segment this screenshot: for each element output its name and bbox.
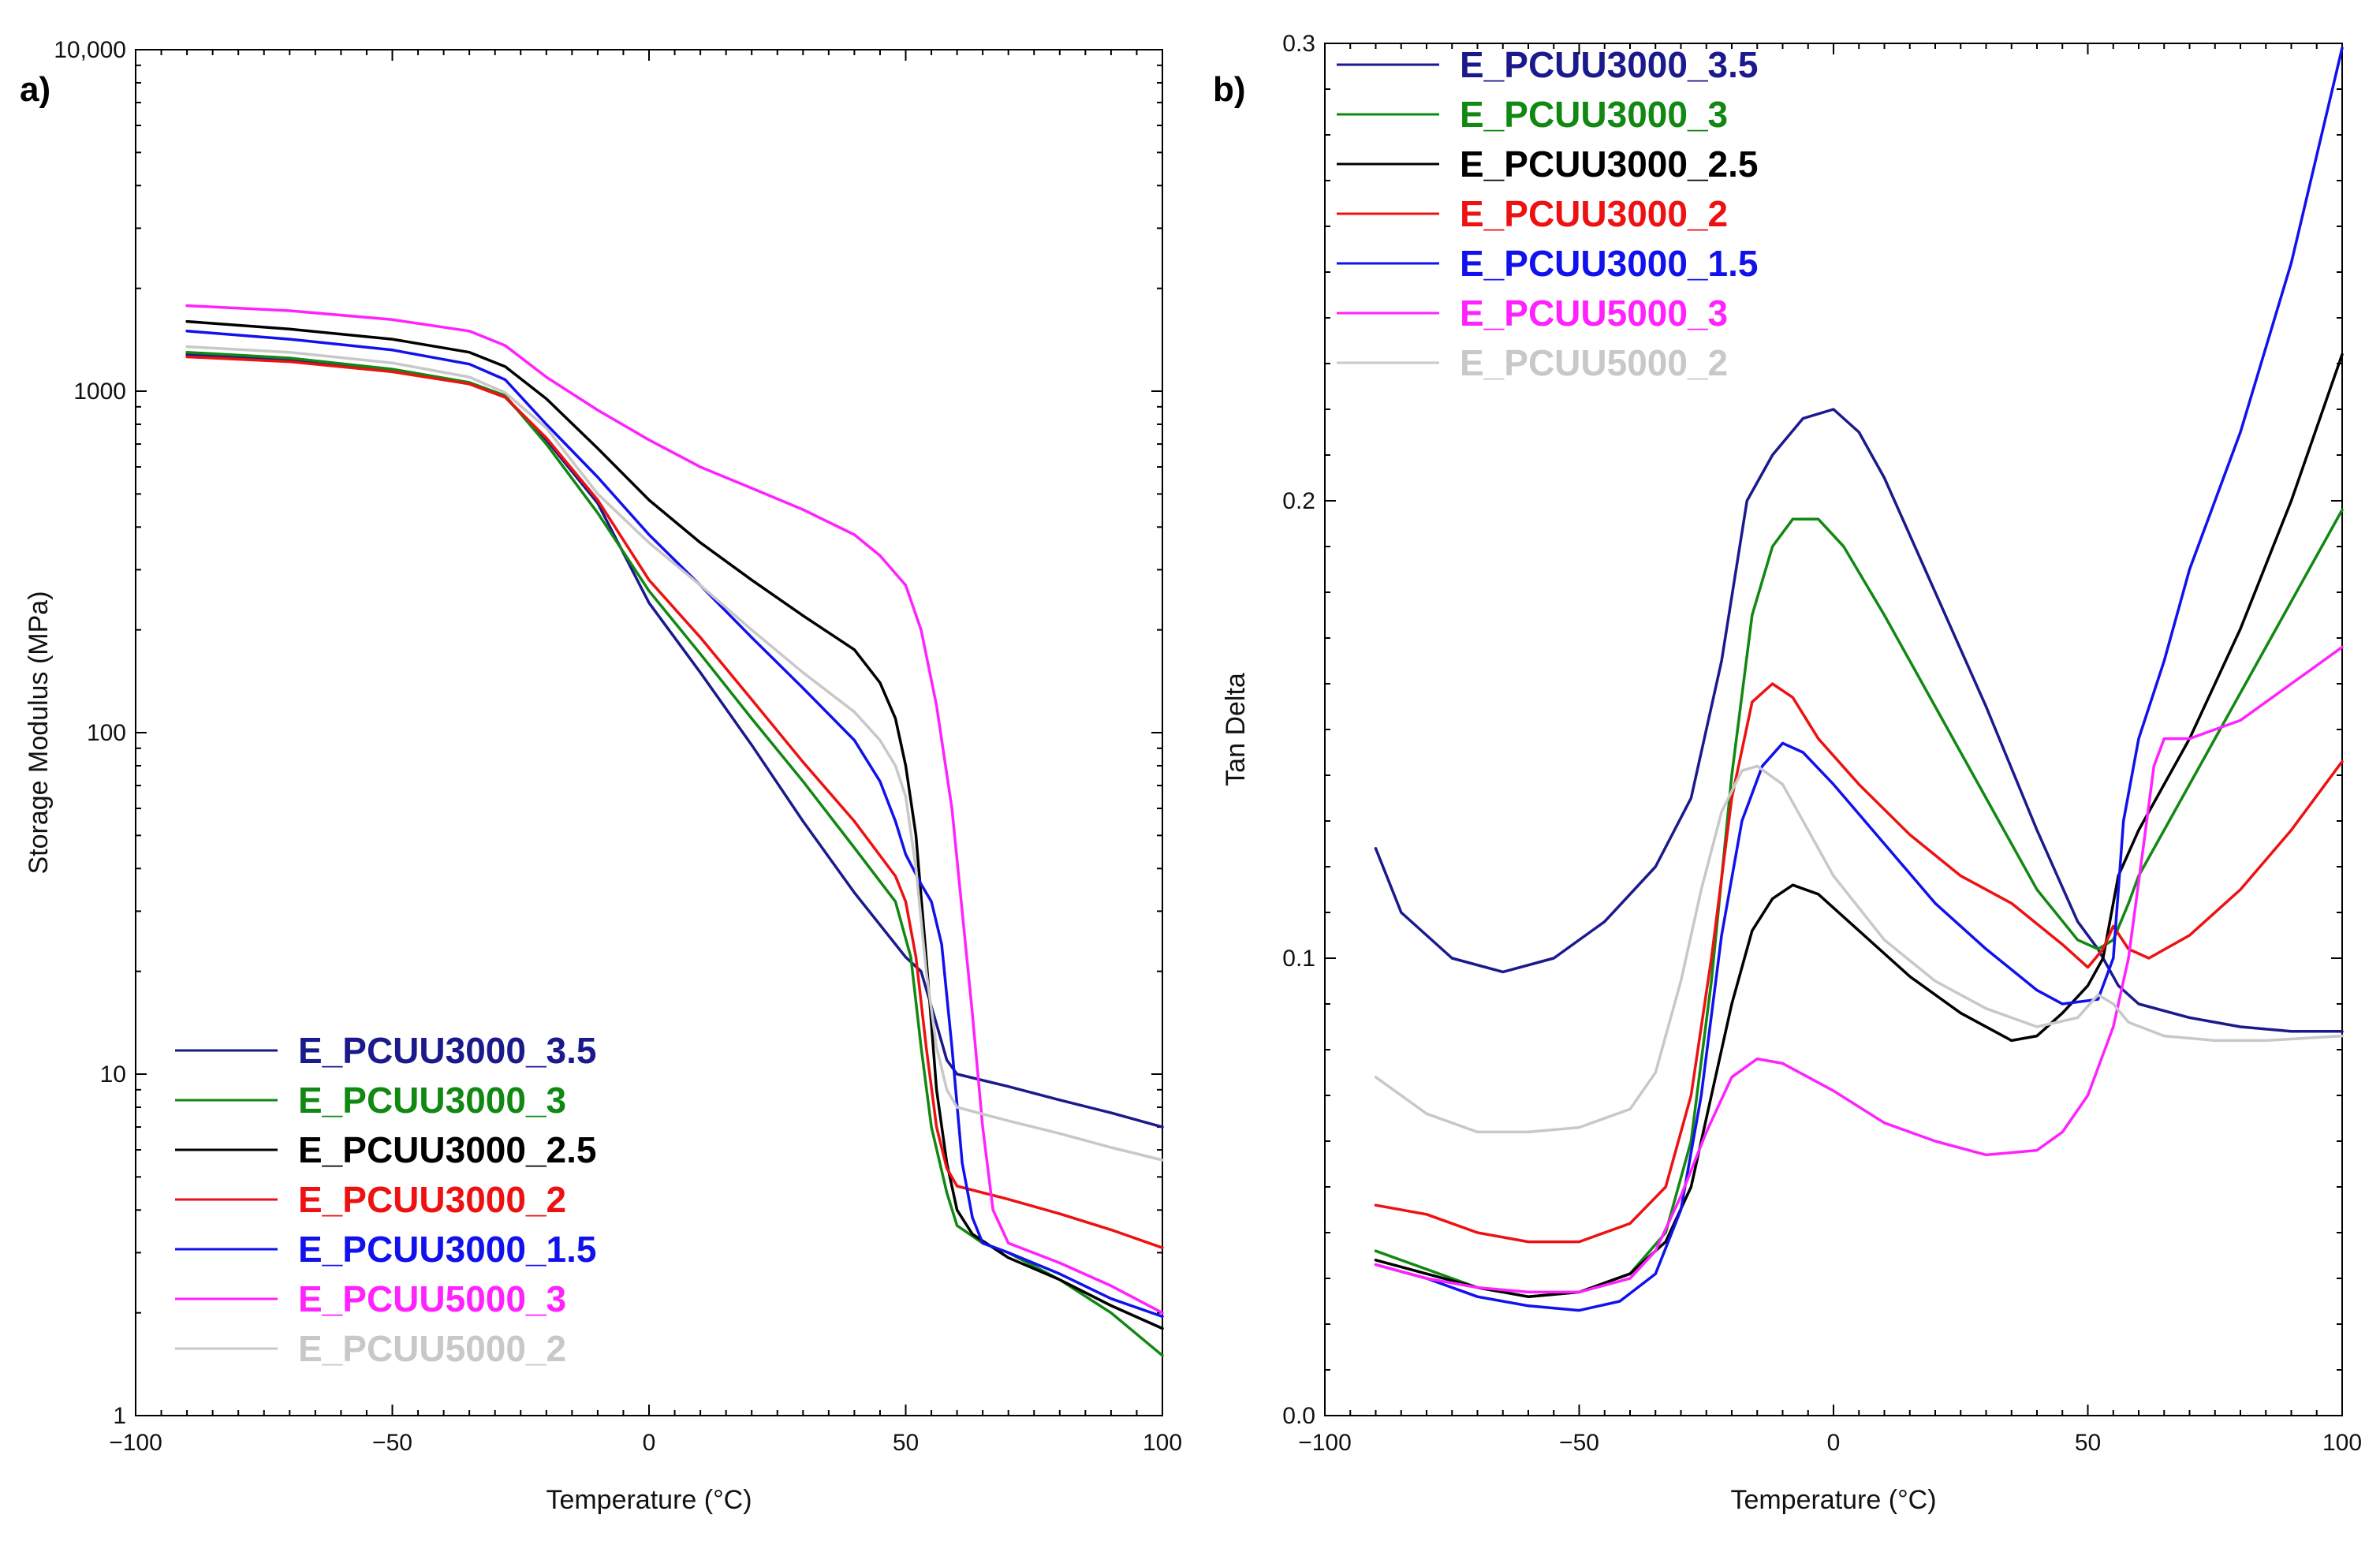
x-tick-label: −50 (1559, 1430, 1599, 1456)
x-tick-label: 0 (643, 1430, 656, 1456)
series-line-e-pcuu5000-3 (1374, 645, 2344, 1294)
x-tick-label: 0 (1827, 1430, 1841, 1456)
legend-label-e-pcuu5000-3: E_PCUU5000_3 (298, 1278, 566, 1319)
legend-label-e-pcuu3000-2: E_PCUU3000_2 (298, 1179, 566, 1220)
y-axis-label: Storage Modulus (MPa) (24, 591, 54, 874)
x-tick-label: −100 (109, 1430, 162, 1456)
legend-label-e-pcuu3000-2-5: E_PCUU3000_2.5 (1460, 144, 1758, 185)
panel-label-a: a) (20, 70, 50, 109)
x-tick-label: −100 (1298, 1430, 1352, 1456)
plot-frame (135, 49, 1163, 1416)
panel-label-b: b) (1213, 70, 1246, 109)
legend-label-e-pcuu3000-2: E_PCUU3000_2 (1460, 193, 1728, 234)
x-tick-label: 100 (1143, 1430, 1182, 1456)
legend-label-e-pcuu3000-3-5: E_PCUU3000_3.5 (298, 1030, 596, 1071)
y-tick-label: 0.2 (1282, 488, 1315, 514)
series-line-e-pcuu3000-2-5 (1374, 353, 2344, 1298)
legend-label-e-pcuu3000-2-5: E_PCUU3000_2.5 (298, 1129, 596, 1170)
legend-label-e-pcuu5000-3: E_PCUU5000_3 (1460, 293, 1728, 334)
legend-label-e-pcuu5000-2: E_PCUU5000_2 (298, 1328, 566, 1369)
x-tick-label: −50 (372, 1430, 412, 1456)
x-axis-label: Temperature (°C) (546, 1485, 752, 1515)
y-tick-label: 0.1 (1282, 946, 1315, 972)
series-line-e-pcuu3000-1-5 (185, 330, 1164, 1319)
series-line-e-pcuu3000-2 (1374, 682, 2344, 1244)
x-axis-label: Temperature (°C) (1730, 1485, 1936, 1515)
legend-label-e-pcuu3000-3-5: E_PCUU3000_3.5 (1460, 44, 1758, 85)
x-tick-label: 50 (893, 1430, 919, 1456)
chart-a-storage-modulus: −100 −50 0 50 100 1 10 100 1000 10,000 Temperature… (24, 37, 1182, 1515)
series-line-e-pcuu5000-2 (1374, 764, 2344, 1134)
legend-label-e-pcuu3000-3: E_PCUU3000_3 (1460, 94, 1728, 135)
series-line-e-pcuu3000-1-5 (1374, 47, 2344, 1312)
legend-label-e-pcuu3000-3: E_PCUU3000_3 (298, 1080, 566, 1121)
series-line-e-pcuu5000-2 (185, 345, 1164, 1162)
legend-label-e-pcuu3000-1-5: E_PCUU3000_1.5 (1460, 243, 1758, 284)
y-tick-label: 100 (87, 720, 126, 746)
series-line-e-pcuu3000-3 (1374, 508, 2344, 1298)
x-tick-label: 100 (2322, 1430, 2362, 1456)
y-tick-label: 10 (100, 1062, 126, 1088)
y-tick-label: 0.0 (1282, 1403, 1315, 1429)
y-tick-label: 10,000 (54, 37, 126, 63)
series-line-e-pcuu3000-3-5 (185, 353, 1164, 1129)
legend-label-e-pcuu3000-1-5: E_PCUU3000_1.5 (298, 1229, 596, 1270)
y-axis-label: Tan Delta (1221, 673, 1251, 786)
y-tick-label: 1000 (73, 379, 126, 405)
y-tick-label: 0.3 (1282, 31, 1315, 57)
series-line-e-pcuu3000-3-5 (1374, 408, 2344, 1033)
chart-b-tan-delta: −100 −50 0 50 100 0.0 0.1 0.2 0.3 Temperature (°C… (1221, 31, 2362, 1515)
x-tick-label: 50 (2075, 1430, 2101, 1456)
legend-label-e-pcuu5000-2: E_PCUU5000_2 (1460, 342, 1728, 383)
series-line-e-pcuu3000-2-5 (185, 319, 1164, 1330)
series-line-e-pcuu5000-3 (185, 304, 1164, 1315)
y-tick-label: 1 (113, 1403, 126, 1429)
series-line-e-pcuu3000-2 (185, 355, 1164, 1249)
